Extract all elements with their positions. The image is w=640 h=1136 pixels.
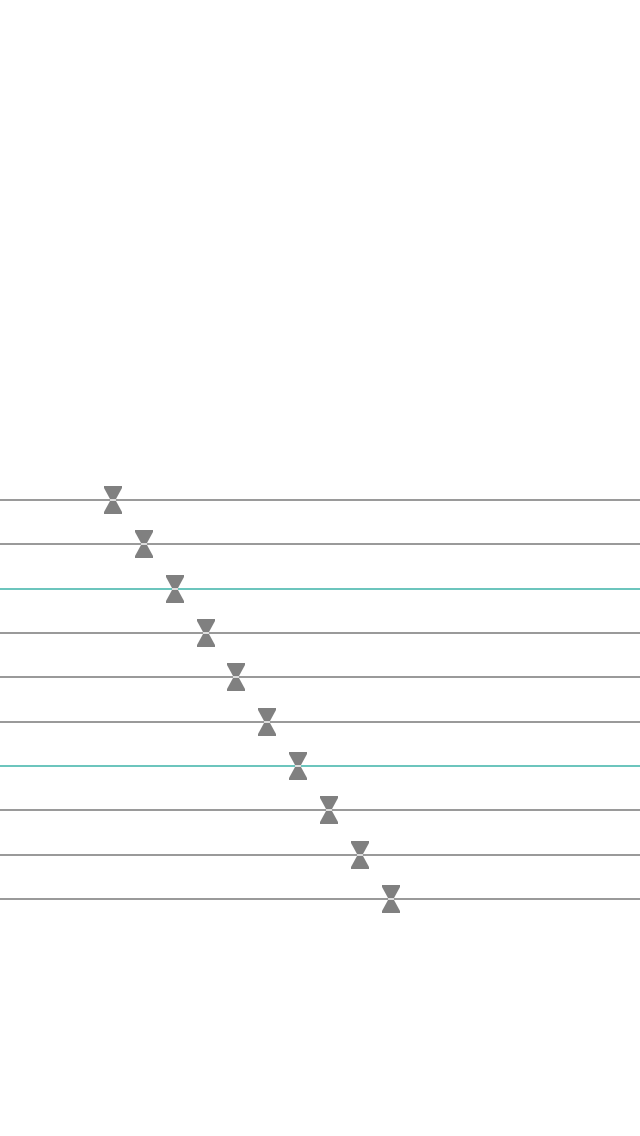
slider-4[interactable] xyxy=(0,617,640,649)
slider-10[interactable] xyxy=(0,883,640,915)
slider-thumb-icon[interactable] xyxy=(103,486,123,514)
slider-thumb-icon[interactable] xyxy=(165,574,185,603)
slider-track[interactable] xyxy=(0,897,640,900)
slider-thumb-icon[interactable] xyxy=(288,751,308,780)
slider-thumb-icon[interactable] xyxy=(350,840,370,869)
slider-track[interactable] xyxy=(0,853,640,856)
slider-track[interactable] xyxy=(0,676,640,679)
slider-3[interactable] xyxy=(0,573,640,605)
slider-thumb-icon[interactable] xyxy=(134,530,154,559)
slider-track[interactable] xyxy=(0,587,640,590)
slider-5[interactable] xyxy=(0,661,640,693)
slider-track[interactable] xyxy=(0,631,640,634)
slider-track[interactable] xyxy=(0,720,640,723)
slider-track[interactable] xyxy=(0,543,640,546)
slider-thumb-icon[interactable] xyxy=(226,663,246,692)
slider-thumb-icon[interactable] xyxy=(381,884,401,913)
slider-thumb-icon[interactable] xyxy=(196,618,216,647)
slider-8[interactable] xyxy=(0,794,640,826)
slider-7[interactable] xyxy=(0,750,640,782)
slider-track[interactable] xyxy=(0,809,640,812)
slider-thumb-icon[interactable] xyxy=(319,796,339,825)
slider-track[interactable] xyxy=(0,499,640,501)
slider-9[interactable] xyxy=(0,839,640,871)
slider-1[interactable] xyxy=(0,484,640,516)
slider-6[interactable] xyxy=(0,706,640,738)
slider-2[interactable] xyxy=(0,528,640,560)
slider-thumb-icon[interactable] xyxy=(257,707,277,736)
slider-track[interactable] xyxy=(0,764,640,767)
